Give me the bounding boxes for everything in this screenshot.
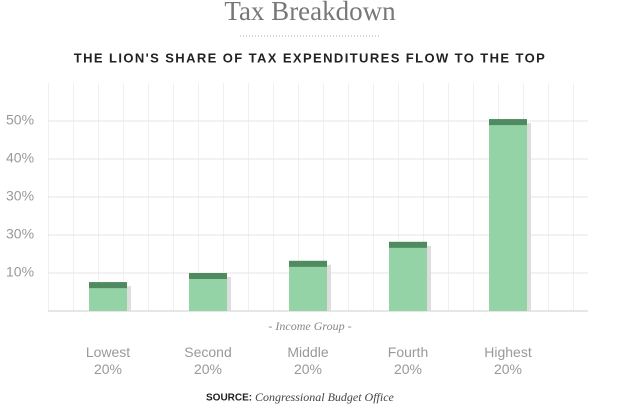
source: Congressional Budget Office [255, 390, 395, 404]
source-label: SOURCE: [206, 393, 252, 404]
bar [189, 273, 227, 311]
x-tick-label: Middle 20% [287, 344, 329, 377]
bar [489, 119, 527, 311]
y-tick-label: 50% [6, 112, 34, 128]
y-tick-label: 40% [6, 150, 34, 166]
chart-title: Tax Breakdown [224, 0, 396, 26]
chart-subtitle: THE LION'S SHARE OF TAX EXPENDITURES FLO… [74, 50, 546, 65]
y-tick-label: 30% [6, 226, 34, 242]
x-tick-label: Highest 20% [484, 344, 532, 377]
x-axis-label: - Income Group - [268, 319, 351, 333]
x-tick-label: Lowest 20% [85, 344, 131, 377]
y-tick-label: 10% [6, 264, 34, 280]
bar-cap [89, 282, 127, 289]
bar [389, 241, 427, 311]
x-tick-label: Fourth 20% [387, 344, 429, 377]
bar-cap [189, 273, 227, 279]
bar [289, 260, 327, 311]
bar-cap [489, 119, 527, 126]
x-tick-label: Second 20% [184, 344, 232, 377]
bar-cap [389, 241, 427, 248]
bar-cap [289, 260, 327, 267]
y-tick-label: 30% [6, 188, 34, 204]
